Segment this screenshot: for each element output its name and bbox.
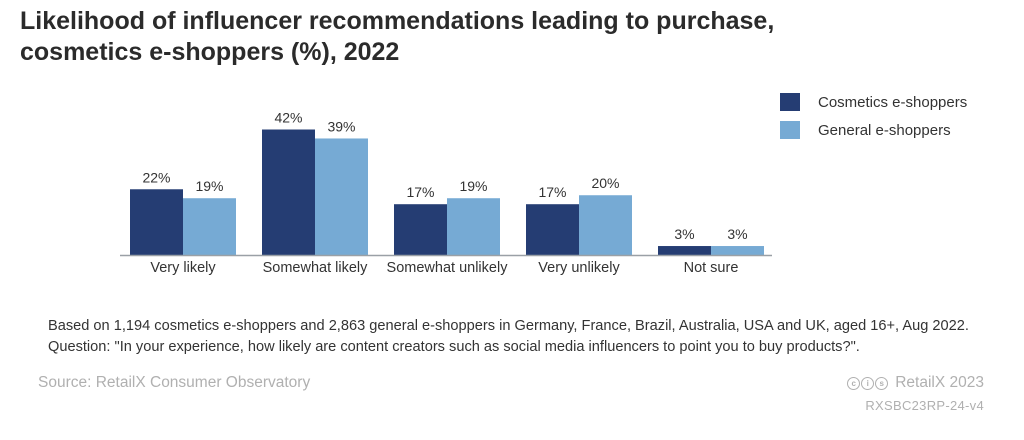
data-label: 42%: [274, 110, 302, 126]
bar-chart: 22% 19% Very likely 42% 39% Somewhat likely 17…: [120, 110, 772, 276]
x-tick-label: Very likely: [150, 260, 216, 276]
data-label: 3%: [727, 226, 747, 242]
chart-title-line-1: Likelihood of influencer recommendations…: [20, 7, 775, 35]
legend-swatch-general: [780, 121, 800, 139]
x-tick-label: Somewhat unlikely: [387, 260, 509, 276]
data-label: 19%: [195, 178, 223, 194]
legend-label-cosmetics: Cosmetics e-shoppers: [818, 93, 968, 111]
brand-text: RetailX 2023: [895, 374, 984, 391]
bar-general-4: [711, 246, 764, 255]
chart-title-line-2: cosmetics e-shoppers (%), 2022: [20, 38, 400, 66]
bar-general-2: [447, 198, 500, 255]
data-label: 20%: [591, 175, 619, 191]
bar-general-3: [579, 195, 632, 255]
data-label: 3%: [674, 226, 694, 242]
legend-swatch-cosmetics: [780, 93, 800, 111]
brand-credit: c i s RetailX 2023: [847, 374, 984, 392]
data-label: 22%: [142, 169, 170, 185]
source-text: Source: RetailX Consumer Observatory: [38, 374, 311, 391]
legend-label-general: General e-shoppers: [818, 121, 951, 139]
chart-title: Likelihood of influencer recommendations…: [20, 6, 920, 68]
x-tick-label: Very unlikely: [538, 260, 620, 276]
bar-cosmetics-3: [526, 204, 579, 255]
chart-legend: Cosmetics e-shoppers General e-shoppers: [780, 88, 967, 144]
bar-cosmetics-4: [658, 246, 711, 255]
reference-code: RXSBC23RP-24-v4: [865, 398, 984, 413]
data-label: 19%: [459, 178, 487, 194]
data-label: 17%: [538, 184, 566, 200]
creative-commons-icon: c: [847, 376, 861, 390]
data-label: 39%: [327, 118, 355, 134]
legend-item-cosmetics: Cosmetics e-shoppers: [780, 88, 967, 116]
bar-cosmetics-0: [130, 189, 183, 255]
share-alike-icon: s: [875, 376, 889, 390]
x-tick-label: Not sure: [684, 260, 739, 276]
bar-general-0: [183, 198, 236, 255]
data-label: 17%: [406, 184, 434, 200]
attribution-icon: i: [861, 376, 875, 390]
bar-cosmetics-1: [262, 129, 315, 255]
methodology-note: Based on 1,194 cosmetics e-shoppers and …: [48, 318, 969, 355]
bar-cosmetics-2: [394, 204, 447, 255]
license-icons: c i s: [847, 376, 889, 390]
bar-general-1: [315, 138, 368, 255]
x-tick-label: Somewhat likely: [263, 260, 369, 276]
legend-item-general: General e-shoppers: [780, 116, 967, 144]
